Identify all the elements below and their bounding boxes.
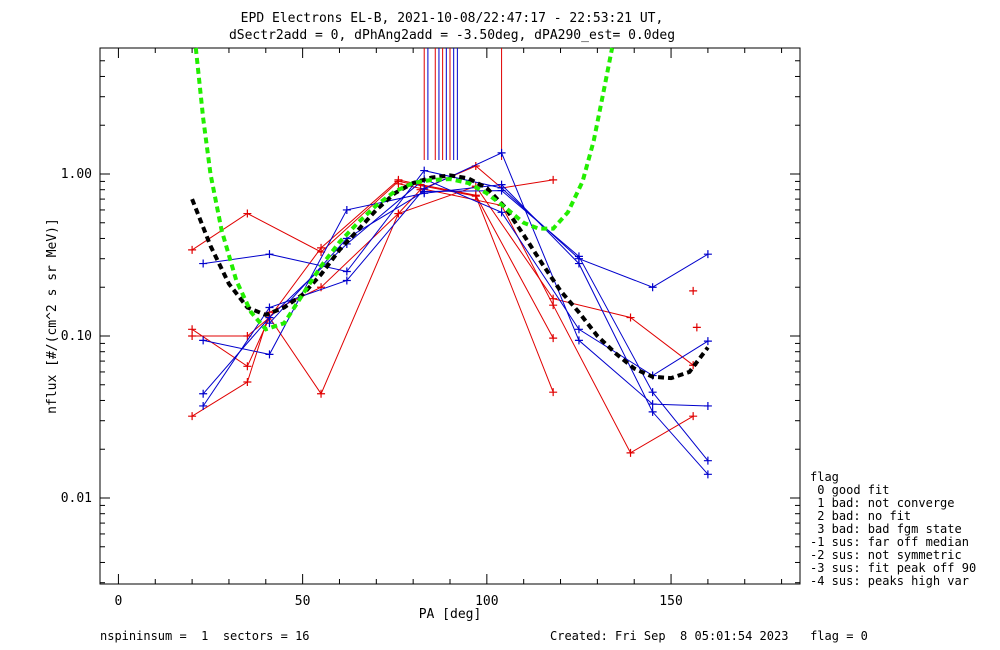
y-axis-label: nflux [#/(cm^2 s sr MeV)] xyxy=(45,218,60,414)
fit-curve xyxy=(193,47,615,332)
x-axis-label: PA [deg] xyxy=(419,607,482,622)
data-point-marker xyxy=(199,401,208,410)
data-point-marker xyxy=(692,323,701,332)
y-tick-label: 1.00 xyxy=(61,167,92,182)
data-point-marker xyxy=(689,286,698,295)
data-point-marker xyxy=(265,303,274,312)
data-point-marker xyxy=(574,259,583,268)
series-line xyxy=(191,180,554,393)
data-point-marker xyxy=(243,378,252,387)
data-point-marker xyxy=(394,179,403,188)
data-point-marker xyxy=(703,401,712,410)
fit-curve xyxy=(190,173,710,381)
series-line xyxy=(203,170,709,288)
data-point-marker xyxy=(342,205,351,214)
series-line xyxy=(202,178,709,395)
series-line xyxy=(192,185,694,395)
data-point-marker xyxy=(689,412,698,421)
data-point-marker xyxy=(574,336,583,345)
data-point-marker xyxy=(188,245,197,254)
y-tick-label: 0.10 xyxy=(61,329,92,344)
data-point-marker xyxy=(265,319,274,328)
x-tick-label: 150 xyxy=(659,594,682,609)
data-point-marker xyxy=(703,337,712,346)
data-point-marker xyxy=(648,388,657,397)
data-point-marker xyxy=(199,336,208,345)
legend-item: -3 sus: fit peak off 90 xyxy=(810,561,976,575)
data-point-marker xyxy=(265,350,274,359)
x-tick-label: 50 xyxy=(295,594,311,609)
footer-spin-info: nspininsum = 1 sectors = 16 xyxy=(100,629,310,643)
chart-subtitle: dSectr2add = 0, dPhAng2add = -3.50deg, d… xyxy=(229,28,675,43)
footer-created: Created: Fri Sep 8 05:01:54 2023 flag = … xyxy=(550,629,868,643)
data-point-marker xyxy=(648,283,657,292)
data-point-marker xyxy=(420,166,429,175)
data-point-marker xyxy=(188,412,197,421)
data-point-marker xyxy=(342,267,351,276)
legend-item: -1 sus: far off median xyxy=(810,535,969,549)
data-point-marker xyxy=(420,187,429,196)
data-point-marker xyxy=(497,186,506,195)
series-line xyxy=(202,152,708,407)
data-point-marker xyxy=(342,276,351,285)
data-point-marker xyxy=(648,407,657,416)
axes: 0 50 100 150 0.01 0.10 1.00 xyxy=(61,48,800,609)
series-line xyxy=(191,179,554,368)
data-point-marker xyxy=(199,389,208,398)
data-point-marker xyxy=(471,192,480,201)
data-point-marker xyxy=(188,325,197,334)
data-point-marker xyxy=(703,456,712,465)
chart-title: EPD Electrons EL-B, 2021-10-08/22:47:17 … xyxy=(241,11,664,26)
legend-title: flag xyxy=(810,470,839,484)
data-point-marker xyxy=(394,209,403,218)
data-point-marker xyxy=(317,389,326,398)
x-tick-label: 100 xyxy=(475,594,498,609)
data-point-marker xyxy=(703,250,712,259)
series-line xyxy=(203,184,709,475)
data-point-marker xyxy=(549,175,558,184)
data-point-marker xyxy=(243,362,252,371)
data-point-marker xyxy=(188,332,197,340)
legend-item: 2 bad: no fit xyxy=(810,509,911,523)
data-point-marker xyxy=(626,313,635,322)
x-tick-label: 0 xyxy=(115,594,123,609)
data-point-marker xyxy=(497,208,506,217)
y-tick-label: 0.01 xyxy=(61,491,92,506)
legend-item: -2 sus: not symmetric xyxy=(810,548,962,562)
data-point-marker xyxy=(243,209,252,218)
data-point-marker xyxy=(574,252,583,261)
data-point-marker xyxy=(549,388,558,397)
data-point-marker xyxy=(626,448,635,457)
data-point-marker xyxy=(497,148,506,157)
data-point-marker xyxy=(574,325,583,334)
data-point-marker xyxy=(549,334,558,343)
legend-item: 1 bad: not converge xyxy=(810,496,955,510)
fit-curves xyxy=(190,47,710,381)
data-point-marker xyxy=(648,400,657,409)
data-point-marker xyxy=(549,301,558,310)
spikes xyxy=(423,48,503,160)
legend-item: -4 sus: peaks high var xyxy=(810,574,969,588)
data-point-marker xyxy=(265,250,274,259)
legend-item: 0 good fit xyxy=(810,483,889,497)
legend-item: 3 bad: bad fgm state xyxy=(810,522,962,536)
legend: flag 0 good fit 1 bad: not converge 2 ba… xyxy=(810,470,976,588)
data-point-marker xyxy=(703,470,712,479)
data-point-marker xyxy=(199,259,208,268)
